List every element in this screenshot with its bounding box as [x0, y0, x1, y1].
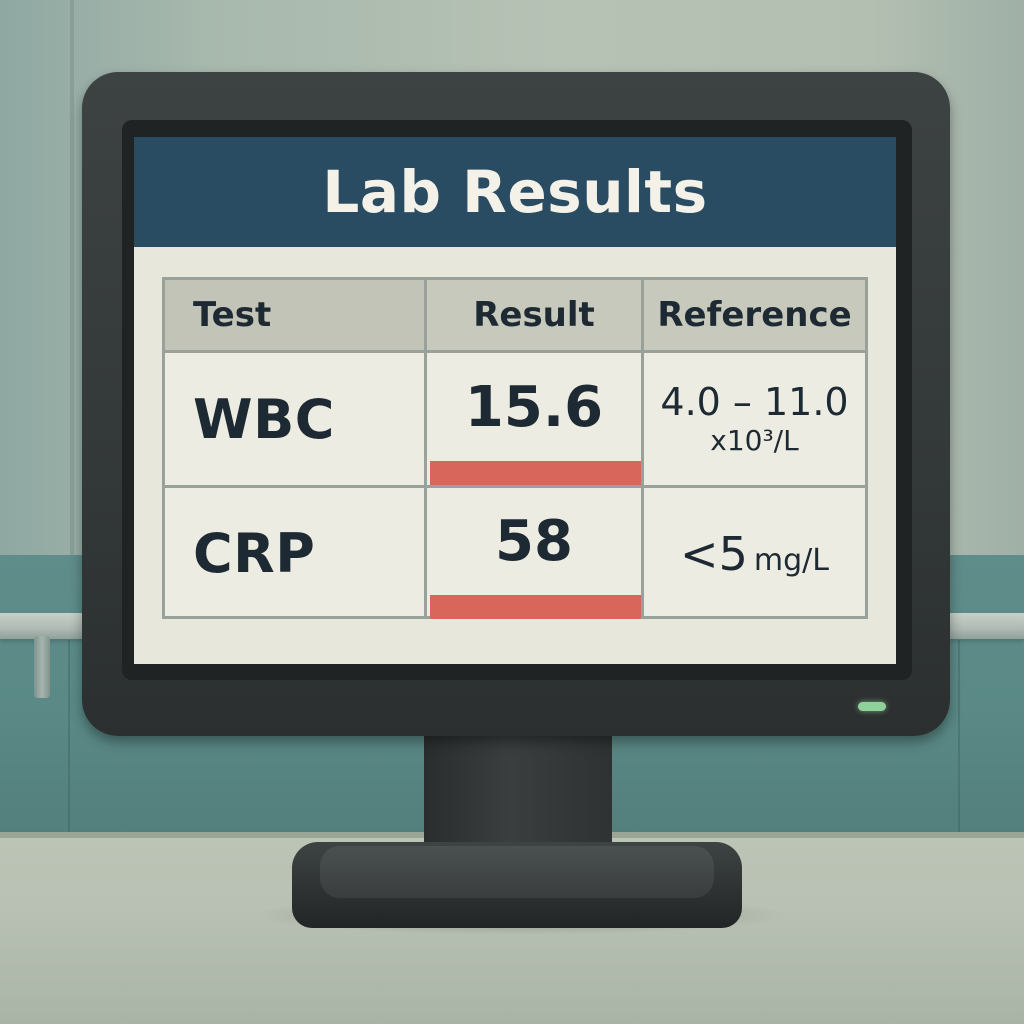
lab-results-screen: Lab Results Test Result Reference WBC 15… — [134, 137, 896, 664]
reference-unit: x10³/L — [710, 424, 799, 457]
title-bar: Lab Results — [134, 137, 896, 247]
monitor-stand-neck — [424, 728, 612, 862]
monitor-stand-base-top — [320, 846, 714, 898]
test-name: WBC — [193, 387, 335, 451]
result-cell: 15.6 — [424, 353, 644, 485]
reference-range-value: <5 — [680, 526, 748, 581]
reference-range: 4.0 – 11.0 x10³/L — [660, 380, 848, 458]
reference-cell: <5 mg/L — [641, 488, 865, 619]
table-header-row: Test Result Reference — [165, 280, 865, 350]
column-header-test: Test — [165, 280, 424, 350]
table-row[interactable]: CRP 58 <5 mg/L — [165, 485, 865, 619]
wall-panel-seam — [958, 640, 960, 835]
table-row[interactable]: WBC 15.6 4.0 – 11.0 x10³/L — [165, 350, 865, 485]
column-header-result: Result — [424, 280, 641, 350]
test-name-cell: WBC — [165, 353, 424, 485]
reference-cell: 4.0 – 11.0 x10³/L — [641, 353, 865, 485]
wall-panel-seam — [70, 0, 74, 555]
abnormal-flag-bar — [430, 595, 644, 619]
handrail-bracket — [34, 636, 50, 698]
test-name: CRP — [193, 522, 316, 585]
result-cell: 58 — [424, 488, 644, 619]
test-name-cell: CRP — [165, 488, 424, 619]
reference-unit: mg/L — [753, 542, 829, 578]
result-value: 58 — [495, 509, 573, 574]
column-header-reference: Reference — [641, 280, 865, 350]
lab-results-table: Test Result Reference WBC 15.6 4.0 – 11.… — [162, 277, 868, 619]
abnormal-flag-bar — [430, 461, 644, 485]
power-indicator-light[interactable] — [858, 702, 886, 711]
reference-range-value: 4.0 – 11.0 — [660, 380, 849, 424]
reference-range: <5 mg/L — [680, 527, 829, 581]
wall-panel-seam — [68, 640, 70, 835]
result-value: 15.6 — [464, 374, 604, 440]
page-title: Lab Results — [322, 158, 708, 226]
